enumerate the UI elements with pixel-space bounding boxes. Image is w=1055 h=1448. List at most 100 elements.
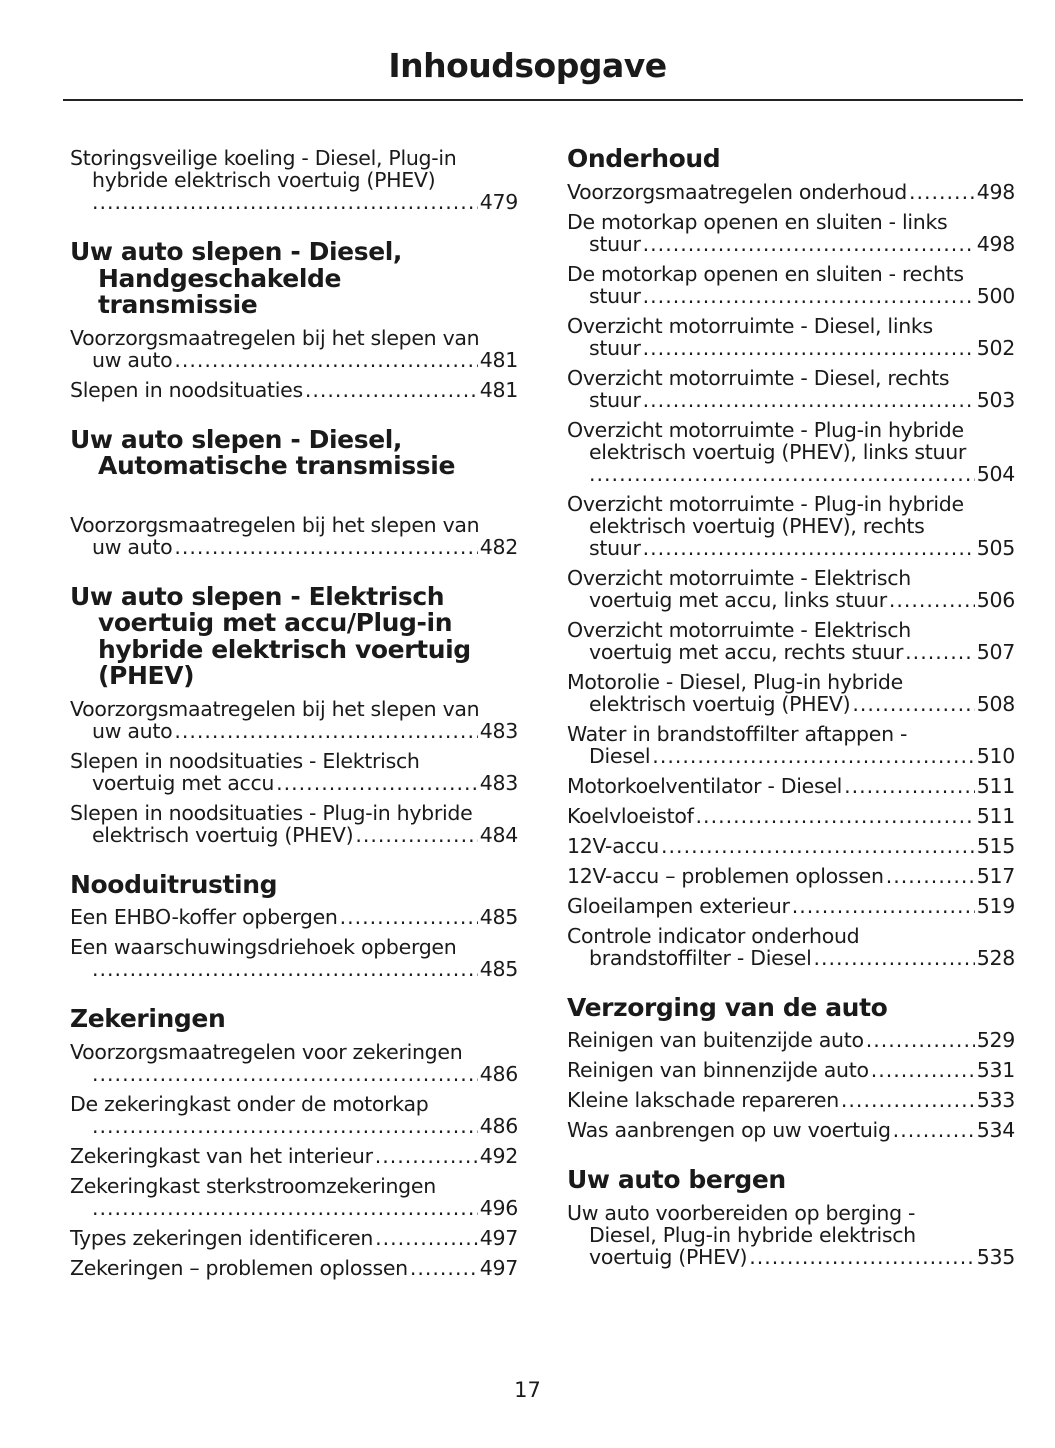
toc-entry[interactable]: Voorzorgsmaatregelen bij het slepen van u… bbox=[70, 698, 518, 742]
entry-line: elektrisch voertuig (PHEV), links stuur bbox=[589, 439, 967, 464]
entry-last-line: 479 bbox=[70, 191, 519, 213]
entry-last-line: 12V-accu – problemen oplossen 517 bbox=[567, 865, 1015, 887]
toc-entry[interactable]: Slepen in noodsituaties 481 bbox=[70, 379, 518, 401]
entry-last-line: Diesel 510 bbox=[567, 745, 1015, 767]
entry-page-number: 517 bbox=[976, 863, 1016, 888]
toc-entry[interactable]: De motorkap openen en sluiten - rechts st… bbox=[567, 263, 1015, 307]
toc-entry[interactable]: Zekeringkast van het interieur 492 bbox=[70, 1145, 518, 1167]
entry-line: De motorkap openen en sluiten - links bbox=[567, 209, 948, 234]
toc-entry[interactable]: Gloeilampen exterieur 519 bbox=[567, 895, 1015, 917]
toc-entry[interactable]: Slepen in noodsituaties - Elektrisch voer… bbox=[70, 750, 518, 794]
entry-page-number: 515 bbox=[976, 833, 1016, 858]
entry-page-number: 510 bbox=[976, 743, 1016, 768]
toc-section-heading[interactable]: Onderhoud bbox=[567, 145, 1015, 173]
toc-entry[interactable]: Voorzorgsmaatregelen bij het slepen van u… bbox=[70, 514, 518, 558]
dot-leader bbox=[92, 1197, 478, 1219]
entry-last-line: Types zekeringen identificeren 497 bbox=[70, 1227, 518, 1249]
toc-entry[interactable]: De zekeringkast onder de motorkap 486 bbox=[70, 1093, 518, 1137]
entry-page-number: 497 bbox=[479, 1225, 519, 1250]
dot-leader bbox=[92, 958, 478, 980]
toc-entry[interactable]: Voorzorgsmaatregelen bij het slepen van u… bbox=[70, 327, 518, 371]
toc-entry[interactable]: Koelvloeistof 511 bbox=[567, 805, 1015, 827]
dot-leader bbox=[375, 1145, 478, 1167]
toc-entry[interactable]: Overzicht motorruimte - Plug-in hybride e… bbox=[567, 419, 1015, 485]
entry-last-line: 485 bbox=[70, 958, 519, 980]
toc-entry[interactable]: 12V-accu – problemen oplossen 517 bbox=[567, 865, 1015, 887]
toc-section-heading[interactable]: Uw auto slepen - Diesel, Handgeschakelde t… bbox=[70, 238, 518, 319]
toc-entry[interactable]: 12V-accu 515 bbox=[567, 835, 1015, 857]
toc-section-heading[interactable]: Nooduitrusting bbox=[70, 871, 518, 899]
toc-entry[interactable]: Overzicht motorruimte - Elektrisch voertu… bbox=[567, 567, 1015, 611]
entry-line: voertuig met accu bbox=[92, 770, 275, 795]
toc-entry[interactable]: De motorkap openen en sluiten - links stu… bbox=[567, 211, 1015, 255]
entry-line: Een EHBO-koffer opbergen bbox=[70, 905, 338, 929]
entry-page-number: 498 bbox=[976, 231, 1016, 256]
dot-leader bbox=[92, 1115, 478, 1137]
toc-entry[interactable]: Zekeringen – problemen oplossen 497 bbox=[70, 1257, 518, 1279]
toc-entry[interactable]: Overzicht motorruimte - Diesel, rechts st… bbox=[567, 367, 1015, 411]
toc-entry[interactable]: Overzicht motorruimte - Elektrisch voertu… bbox=[567, 619, 1015, 663]
toc-section-heading[interactable]: Zekeringen bbox=[70, 1004, 518, 1033]
entry-line: voertuig (PHEV) bbox=[589, 1244, 748, 1269]
toc-entry[interactable]: Een waarschuwingsdriehoek opbergen 485 bbox=[70, 936, 518, 980]
entry-line: Voorzorgsmaatregelen voor zekeringen bbox=[70, 1039, 463, 1064]
toc-entry[interactable]: Overzicht motorruimte - Plug-in hybride e… bbox=[567, 493, 1015, 559]
toc-entry[interactable]: Uw auto voorbereiden op berging - Diesel,… bbox=[567, 1202, 1015, 1268]
toc-entry[interactable]: Reinigen van binnenzijde auto 531 bbox=[567, 1059, 1015, 1081]
toc-entry[interactable]: Reinigen van buitenzijde auto 529 bbox=[567, 1029, 1015, 1051]
toc-entry[interactable]: Voorzorgsmaatregelen onderhoud 498 bbox=[567, 181, 1015, 203]
toc-section-heading[interactable]: Verzorging van de auto bbox=[567, 994, 1015, 1022]
entry-last-line: stuur 502 bbox=[567, 337, 1015, 359]
entry-page-number: 519 bbox=[976, 893, 1016, 918]
toc-entry[interactable]: Slepen in noodsituaties - Plug-in hybrid… bbox=[70, 802, 518, 846]
toc-column-left: Storingsveilige koeling - Diesel, Plug-i… bbox=[70, 147, 518, 1287]
toc-entry[interactable]: Motorolie - Diesel, Plug-in hybride elekt… bbox=[567, 671, 1015, 715]
toc-section-heading[interactable]: Uw auto bergen bbox=[567, 1165, 1015, 1194]
dot-leader bbox=[410, 1257, 478, 1279]
toc-column-right: Onderhoud Voorzorgsmaatregelen onderhoud 4… bbox=[567, 145, 1015, 1276]
toc-entry[interactable]: Motorkoelventilator - Diesel 511 bbox=[567, 775, 1015, 797]
toc-entry[interactable]: Types zekeringen identificeren 497 bbox=[70, 1227, 518, 1249]
toc-entry[interactable]: Een EHBO-koffer opbergen 485 bbox=[70, 906, 518, 928]
entry-last-line: elektrisch voertuig (PHEV) 484 bbox=[70, 824, 518, 846]
entry-page-number: 511 bbox=[976, 803, 1016, 828]
entry-last-line: Een EHBO-koffer opbergen 485 bbox=[70, 906, 518, 928]
toc-entry[interactable]: Kleine lakschade repareren 533 bbox=[567, 1089, 1015, 1111]
entry-line: Voorzorgsmaatregelen bij het slepen van bbox=[70, 512, 480, 537]
entry-line: Gloeilampen exterieur bbox=[567, 893, 790, 918]
toc-section-heading[interactable]: Uw auto slepen - Diesel, Automatische tra… bbox=[70, 424, 518, 480]
entry-last-line: stuur 503 bbox=[567, 389, 1015, 411]
entry-line: Reinigen van binnenzijde auto bbox=[567, 1058, 869, 1082]
dot-leader bbox=[813, 947, 974, 969]
dot-leader bbox=[276, 772, 478, 794]
entry-line: Voorzorgsmaatregelen onderhoud bbox=[567, 179, 907, 204]
dot-leader bbox=[886, 865, 975, 887]
heading-line: Zekeringen bbox=[70, 1004, 226, 1033]
toc-entry[interactable]: Voorzorgsmaatregelen voor zekeringen 486 bbox=[70, 1041, 518, 1085]
entry-page-number: 502 bbox=[976, 335, 1016, 360]
toc-entry[interactable]: Zekeringkast sterkstroomzekeringen 496 bbox=[70, 1175, 518, 1219]
entry-last-line: Zekeringkast van het interieur 492 bbox=[70, 1145, 518, 1167]
toc-entry[interactable]: Was aanbrengen op uw voertuig 534 bbox=[567, 1119, 1015, 1141]
dot-leader bbox=[174, 536, 477, 558]
entry-line: Voorzorgsmaatregelen bij het slepen van bbox=[70, 325, 480, 350]
entry-page-number: 483 bbox=[479, 718, 519, 743]
entry-last-line: Zekeringen – problemen oplossen 497 bbox=[70, 1257, 518, 1279]
entry-line: Overzicht motorruimte - Plug-in hybride bbox=[567, 417, 964, 442]
toc-entry[interactable]: Water in brandstoffilter aftappen - Diese… bbox=[567, 723, 1015, 767]
heading-line: hybride elektrisch voertuig bbox=[98, 634, 471, 664]
entry-line: 12V-accu – problemen oplossen bbox=[567, 863, 884, 888]
toc-entry[interactable]: Storingsveilige koeling - Diesel, Plug-i… bbox=[70, 147, 518, 213]
entry-last-line: Koelvloeistof 511 bbox=[567, 805, 1015, 827]
dot-leader bbox=[643, 537, 975, 559]
entry-line: Overzicht motorruimte - Diesel, rechts bbox=[567, 365, 950, 390]
heading-line: Uw auto slepen - Diesel, bbox=[70, 424, 403, 454]
toc-section-heading[interactable]: Uw auto slepen - Elektrisch voertuig met … bbox=[70, 583, 518, 690]
heading-line: Uw auto bergen bbox=[567, 1165, 786, 1194]
toc-entry[interactable]: Controle indicator onderhoud brandstoffil… bbox=[567, 925, 1015, 969]
entry-page-number: 505 bbox=[976, 535, 1016, 560]
entry-line: stuur bbox=[589, 335, 641, 360]
toc-entry[interactable]: Overzicht motorruimte - Diesel, links stu… bbox=[567, 315, 1015, 359]
dot-leader bbox=[355, 824, 477, 846]
entry-line: uw auto bbox=[92, 534, 173, 559]
